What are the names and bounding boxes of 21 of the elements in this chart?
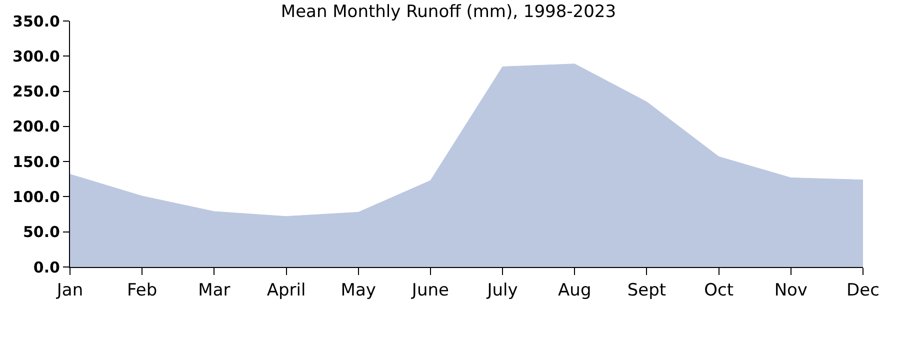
x-tick-label: Nov [774, 280, 808, 300]
y-tick-label: 150.0 [12, 152, 60, 171]
y-tick-label: 350.0 [12, 12, 60, 30]
x-tick-label: Jan [56, 280, 84, 300]
x-tick-label: Mar [198, 280, 230, 300]
x-tick-label: Dec [846, 280, 880, 300]
y-tick-label: 250.0 [12, 82, 60, 101]
chart-title: Mean Monthly Runoff (mm), 1998-2023 [280, 2, 616, 22]
x-tick-label: Aug [558, 280, 592, 300]
y-tick-label: 50.0 [22, 223, 60, 242]
x-tick-label: July [486, 280, 518, 300]
y-tick-label: 100.0 [12, 188, 60, 206]
x-tick-label: Sept [627, 280, 666, 300]
x-tick-label: April [266, 280, 306, 300]
x-tick-label: Oct [704, 280, 734, 300]
x-tick-label: June [410, 280, 449, 300]
y-tick-label: 200.0 [12, 118, 60, 136]
y-tick-label: 300.0 [12, 47, 60, 66]
x-tick-label: May [340, 280, 376, 300]
x-tick-label: Feb [127, 280, 158, 300]
y-tick-label: 0.0 [33, 258, 60, 276]
